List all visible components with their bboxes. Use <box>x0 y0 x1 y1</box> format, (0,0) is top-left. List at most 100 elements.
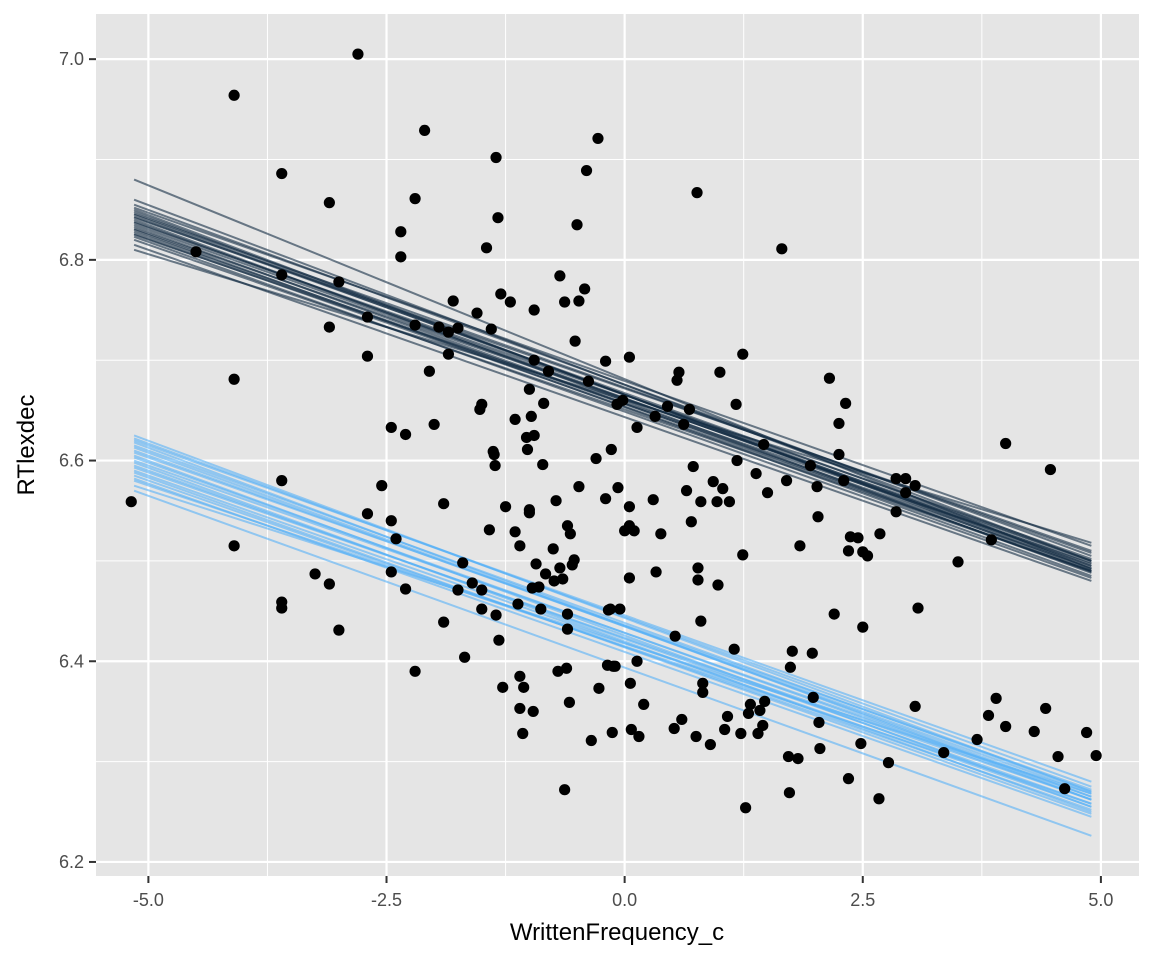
data-point <box>833 448 845 461</box>
data-point <box>493 634 505 646</box>
data-point <box>276 167 288 180</box>
light-regression-line <box>133 459 1092 798</box>
data-point <box>333 624 345 636</box>
data-point <box>758 438 770 451</box>
data-point <box>228 373 240 385</box>
data-point <box>590 452 602 465</box>
data-point <box>592 132 604 145</box>
data-point <box>624 677 636 689</box>
dark-regression-line <box>133 221 1092 560</box>
data-point <box>623 572 636 584</box>
light-regression-line <box>133 466 1092 801</box>
data-point <box>890 473 902 485</box>
data-point <box>490 609 502 621</box>
data-point <box>509 413 521 426</box>
data-point <box>685 516 697 528</box>
data-point <box>982 709 995 722</box>
y-tick-label: 6.6 <box>59 451 84 471</box>
data-point <box>528 354 540 366</box>
data-point <box>737 348 749 360</box>
data-point <box>668 722 680 735</box>
data-point <box>490 151 502 164</box>
data-point <box>309 568 321 580</box>
data-point <box>691 187 703 199</box>
data-point <box>971 733 983 746</box>
data-point <box>276 475 288 487</box>
data-point <box>628 525 640 537</box>
data-point <box>559 296 571 308</box>
data-point <box>585 734 597 747</box>
data-point <box>514 670 526 682</box>
data-point <box>423 365 435 377</box>
x-tick-label: -5.0 <box>133 890 164 910</box>
data-point <box>395 226 407 238</box>
data-point <box>647 494 659 506</box>
data-point <box>909 480 921 492</box>
data-point <box>900 473 912 485</box>
data-point <box>757 719 769 732</box>
data-point <box>361 311 374 323</box>
dark-regression-line <box>133 227 1092 562</box>
data-point <box>376 480 388 492</box>
data-point <box>840 397 852 409</box>
light-regression-lines <box>133 434 1092 837</box>
data-point <box>704 738 716 751</box>
data-point <box>518 681 530 693</box>
data-point <box>527 705 539 718</box>
x-axis: -5.0 -2.5 0.0 2.5 5.0 <box>133 876 1113 910</box>
data-point <box>523 383 535 395</box>
data-point <box>842 545 855 557</box>
data-point <box>714 366 726 378</box>
x-axis-title: WrittenFrequency_c <box>510 919 724 946</box>
data-point <box>673 366 685 378</box>
data-point <box>938 746 950 759</box>
data-point <box>750 467 762 480</box>
x-tick-label: 2.5 <box>850 890 875 910</box>
data-point <box>649 410 661 423</box>
data-point <box>333 276 345 288</box>
data-point <box>517 727 529 740</box>
y-axis-title: RTlexdec <box>13 395 40 496</box>
data-point <box>554 270 566 282</box>
data-point <box>812 511 824 523</box>
data-point <box>650 566 662 578</box>
data-point <box>228 89 240 101</box>
data-point <box>533 581 545 593</box>
data-point <box>740 802 752 814</box>
data-point <box>483 524 495 536</box>
data-point <box>719 723 731 736</box>
data-point <box>806 647 818 659</box>
data-point <box>823 372 836 384</box>
data-point <box>385 566 397 578</box>
data-point <box>842 773 855 785</box>
data-point <box>605 443 617 456</box>
data-point <box>638 698 650 711</box>
data-point <box>471 307 483 319</box>
data-point <box>909 700 921 713</box>
y-tick-label: 6.8 <box>59 250 84 270</box>
data-point <box>561 623 574 635</box>
data-point <box>512 598 524 610</box>
data-point <box>438 616 450 628</box>
data-point <box>452 584 464 596</box>
data-points <box>125 48 1102 814</box>
data-point <box>539 568 552 580</box>
data-point <box>784 661 796 673</box>
data-point <box>661 400 674 412</box>
data-point <box>744 698 756 711</box>
data-point <box>804 459 816 472</box>
data-point <box>631 655 643 667</box>
data-point <box>873 793 885 805</box>
data-point <box>535 603 547 615</box>
x-tick-label: 0.0 <box>612 890 637 910</box>
data-point <box>190 246 202 258</box>
data-point <box>633 730 645 743</box>
data-point <box>782 750 795 763</box>
data-point <box>697 686 709 698</box>
data-point <box>783 787 796 799</box>
data-point <box>385 515 397 527</box>
y-tick-label: 6.2 <box>59 852 84 872</box>
data-point <box>861 550 874 562</box>
data-point <box>323 578 335 590</box>
